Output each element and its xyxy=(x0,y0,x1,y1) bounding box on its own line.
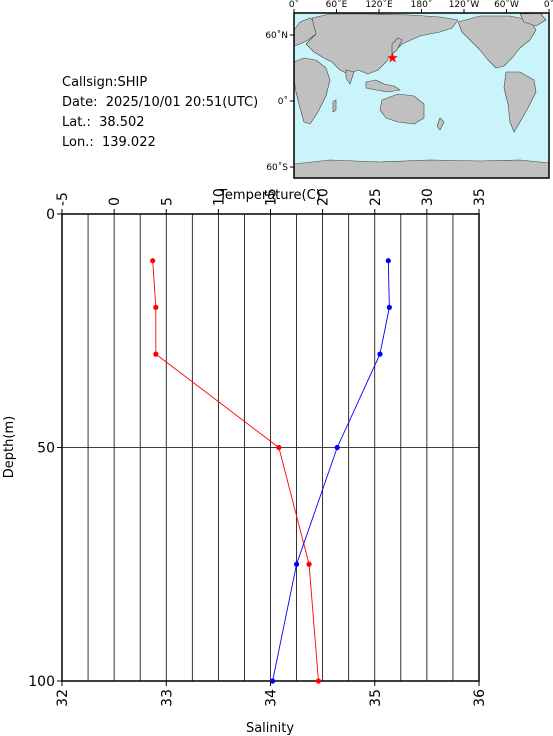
temperature-line xyxy=(152,260,319,682)
land-indonesia xyxy=(365,79,401,93)
land-south-america xyxy=(503,71,537,133)
land-japan xyxy=(391,37,403,55)
callsign-text: Callsign:SHIP xyxy=(62,75,148,90)
land-newzealand xyxy=(436,117,445,131)
map-lon-tick-label: 120˚E xyxy=(365,0,393,10)
depth-tick-label: 100 xyxy=(28,674,55,690)
top-tick-label: 20 xyxy=(316,188,332,206)
top-tick-label: 35 xyxy=(472,188,488,206)
temperature-point xyxy=(306,561,312,567)
location-map: 0˚ 60˚E 120˚E 180˚ 120˚W 60˚W 0˚ 60˚N 0˚ 60˚S ★ xyxy=(265,0,553,179)
chart-grid xyxy=(62,214,479,681)
station-info: Callsign:SHIP Date: 2025/10/01 20:51(UTC… xyxy=(62,73,258,153)
temperature-point xyxy=(153,304,159,310)
bottom-axis-label: Salinity xyxy=(246,721,294,736)
land-india xyxy=(345,69,355,85)
bottom-tick-label: 33 xyxy=(159,689,175,707)
bottom-tick-label: 35 xyxy=(368,689,384,707)
bottom-tick-label: 34 xyxy=(264,689,280,707)
top-tick-label: 15 xyxy=(264,188,280,206)
salinity-point xyxy=(334,444,340,451)
land-north-america xyxy=(457,15,537,69)
salinity-point xyxy=(385,258,391,264)
latitude-text: Lat.: 38.502 xyxy=(62,115,145,130)
temperature-point xyxy=(276,444,282,451)
top-tick-label: 0 xyxy=(107,197,123,206)
temperature-point xyxy=(150,258,156,264)
salinity-point xyxy=(377,351,383,357)
land-africa xyxy=(293,57,331,125)
map-lon-tick-label: 60˚W xyxy=(494,0,519,10)
chart-series xyxy=(150,258,392,684)
salinity-point xyxy=(293,561,300,567)
date-text: Date: 2025/10/01 20:51(UTC) xyxy=(62,95,259,110)
longitude-text: Lon.: 139.022 xyxy=(62,135,156,150)
temperature-point xyxy=(315,678,322,684)
land-australia xyxy=(379,93,425,125)
map-lon-tick-label: 120˚W xyxy=(449,0,480,10)
map-lon-tick-label: 180˚ xyxy=(411,0,433,10)
salinity-point xyxy=(386,304,392,310)
bottom-tick-label: 36 xyxy=(472,689,488,707)
map-lon-tick-label: 0˚ xyxy=(544,0,553,10)
top-tick-label: -5 xyxy=(55,192,71,206)
map-lon-tick-label: 0˚ xyxy=(289,0,299,10)
map-lon-tick-label: 60˚E xyxy=(326,0,348,10)
depth-tick-label: 0 xyxy=(46,207,55,223)
station-marker-star-icon: ★ xyxy=(386,51,399,67)
top-tick-label: 10 xyxy=(211,188,227,206)
salinity-line xyxy=(272,260,390,682)
land-asia xyxy=(305,13,459,75)
map-land xyxy=(293,12,550,179)
depth-tick-label: 50 xyxy=(37,441,55,457)
map-lat-tick-label: 60˚N xyxy=(265,30,288,41)
top-tick-label: 25 xyxy=(368,188,384,206)
map-lat-tick-label: 0˚ xyxy=(278,96,288,107)
y-axis-label: Depth(m) xyxy=(2,416,17,478)
map-ticks: 0˚ 60˚E 120˚E 180˚ 120˚W 60˚W 0˚ 60˚N 0˚ 60˚S xyxy=(265,0,553,173)
top-tick-label: 30 xyxy=(420,188,436,206)
land-madagascar xyxy=(332,99,337,113)
top-axis-label: Temperature(C) xyxy=(218,188,321,203)
bottom-tick-label: 32 xyxy=(55,689,71,707)
map-lat-tick-label: 60˚S xyxy=(266,162,288,173)
temperature-point xyxy=(153,351,159,357)
salinity-point xyxy=(269,678,276,684)
top-tick-label: 5 xyxy=(159,197,175,206)
